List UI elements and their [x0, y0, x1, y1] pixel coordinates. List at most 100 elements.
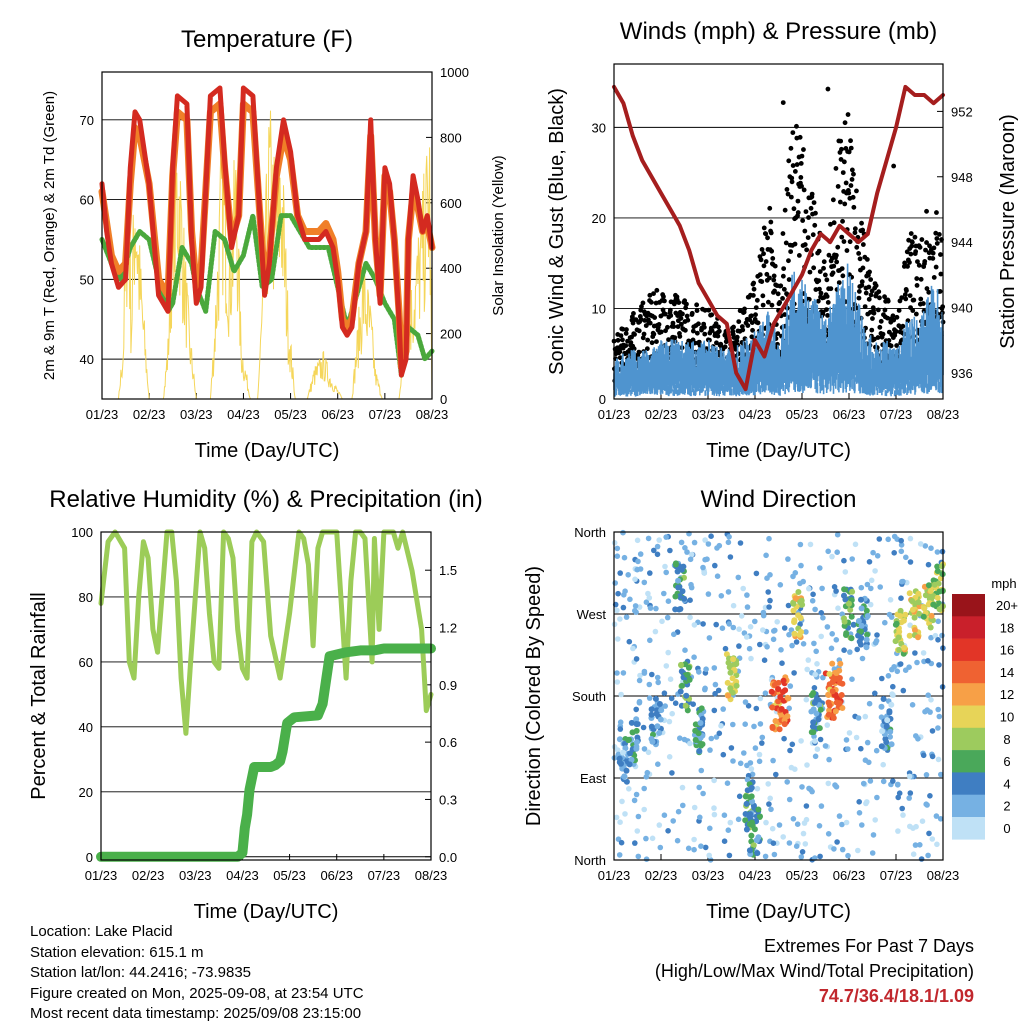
- direction-point: [711, 777, 717, 784]
- direction-point: [744, 776, 751, 783]
- direction-point: [632, 576, 638, 583]
- direction-point: [818, 633, 824, 640]
- direction-point: [688, 581, 694, 588]
- direction-point: [675, 577, 682, 584]
- direction-point: [633, 745, 640, 752]
- temp-ytick-label: 50: [80, 272, 94, 287]
- direction-point: [742, 817, 749, 824]
- direction-point: [656, 701, 663, 707]
- direction-point: [924, 802, 930, 808]
- direction-point: [766, 801, 772, 807]
- colorbar-title: mph: [991, 576, 1016, 591]
- direction-point: [818, 803, 825, 809]
- direction-point: [654, 551, 661, 558]
- temp-xtick-label: 01/23: [86, 407, 119, 422]
- direction-point: [751, 826, 758, 833]
- direction-point: [700, 621, 706, 627]
- direction-point: [843, 737, 850, 743]
- direction-point: [898, 537, 904, 544]
- direction-point: [799, 849, 806, 855]
- colorbar-label: 4: [1003, 776, 1010, 791]
- direction-point: [697, 814, 703, 821]
- direction-point: [907, 622, 913, 628]
- direction-point: [725, 539, 732, 546]
- direction-point: [691, 622, 698, 628]
- direction-point: [631, 797, 638, 804]
- direction-point: [630, 645, 636, 652]
- direction-point: [716, 542, 723, 549]
- direction-point: [614, 670, 620, 676]
- direction-point: [792, 766, 798, 772]
- direction-point: [648, 736, 655, 742]
- direction-point: [748, 832, 755, 839]
- temp-plot-border: [101, 71, 433, 400]
- direction-point: [879, 675, 885, 682]
- direction-point: [636, 677, 643, 684]
- direction-point: [909, 598, 915, 604]
- direction-point: [937, 816, 944, 822]
- colorbar-label: 20+: [996, 598, 1018, 613]
- direction-point: [711, 805, 717, 811]
- direction-point: [748, 655, 754, 662]
- direction-point: [617, 570, 623, 576]
- rh-xtick-label: 02/23: [132, 868, 165, 883]
- direction-point: [683, 692, 690, 699]
- direction-point: [907, 559, 914, 565]
- direction-point: [833, 675, 840, 682]
- direction-point: [841, 618, 848, 625]
- direction-point: [645, 749, 652, 756]
- direction-point: [671, 631, 677, 638]
- direction-point: [825, 548, 831, 555]
- direction-point: [920, 613, 927, 620]
- direction-point: [877, 584, 883, 590]
- direction-point: [810, 719, 817, 726]
- direction-point: [858, 745, 864, 752]
- direction-point: [678, 539, 685, 546]
- direction-point: [819, 585, 825, 592]
- direction-point: [833, 637, 840, 643]
- direction-point: [910, 851, 917, 857]
- direction-point: [653, 605, 659, 612]
- rh-plot-border: [100, 531, 432, 861]
- station-location: Location: Lake Placid: [30, 923, 173, 940]
- direction-point: [616, 852, 623, 858]
- direction-point: [792, 595, 799, 602]
- direction-point: [635, 853, 642, 860]
- direction-point: [848, 613, 855, 620]
- direction-point: [832, 708, 839, 715]
- direction-point: [895, 634, 902, 641]
- direction-point: [614, 553, 621, 559]
- direction-point: [894, 668, 901, 675]
- dir-ytick-label: North: [574, 525, 606, 540]
- direction-point: [754, 850, 761, 857]
- wind-y2label: Station Pressure (Maroon): [997, 114, 1019, 349]
- direction-point: [887, 597, 894, 603]
- temp-title: Temperature (F): [181, 26, 353, 53]
- direction-point: [697, 720, 704, 726]
- direction-point: [702, 844, 709, 851]
- direction-point: [713, 621, 719, 628]
- direction-point: [897, 607, 904, 614]
- direction-point: [730, 721, 736, 728]
- direction-point: [822, 743, 829, 749]
- direction-point: [749, 819, 755, 826]
- direction-point: [762, 853, 769, 860]
- direction-point: [687, 614, 693, 621]
- direction-point: [757, 641, 763, 648]
- direction-point: [641, 785, 647, 792]
- direction-point: [920, 752, 927, 759]
- direction-point: [726, 852, 733, 859]
- direction-point: [711, 707, 718, 714]
- direction-point: [879, 728, 886, 735]
- direction-point: [874, 553, 881, 559]
- direction-point: [899, 805, 905, 812]
- direction-point: [700, 790, 706, 797]
- direction-point: [748, 766, 755, 772]
- direction-point: [714, 573, 721, 579]
- direction-point: [656, 730, 663, 736]
- direction-point: [766, 535, 772, 542]
- direction-point: [907, 535, 914, 542]
- direction-point: [623, 778, 630, 785]
- dir-xtick-label: 03/23: [692, 868, 725, 883]
- direction-point: [759, 740, 765, 746]
